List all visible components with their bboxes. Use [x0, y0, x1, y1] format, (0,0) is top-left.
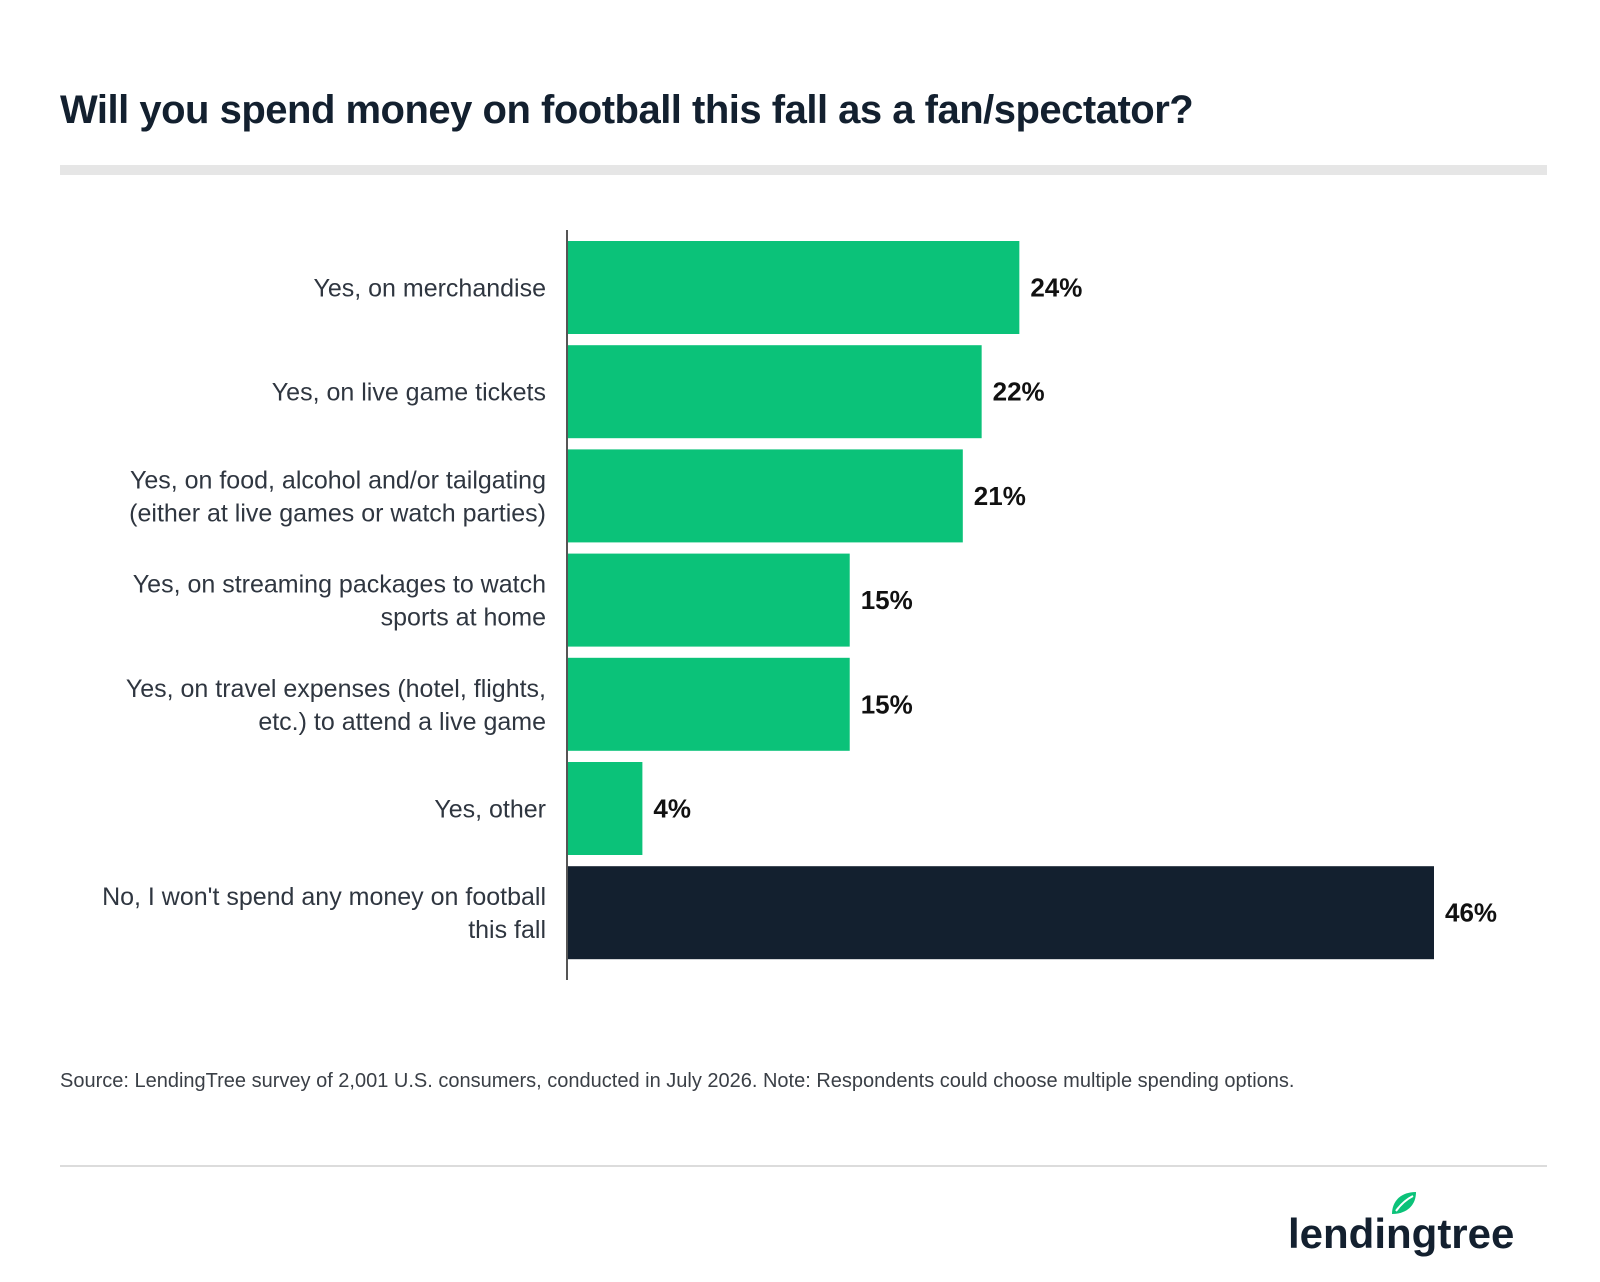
bar-chart: 24% Yes, on merchandise 22% Yes, on live ga… — [102, 230, 1497, 980]
bar — [567, 866, 1434, 960]
value-label: 15% — [861, 689, 913, 719]
bar — [567, 345, 982, 439]
value-label: 46% — [1445, 898, 1497, 928]
lendingtree-logo: lendingtree — [1288, 1192, 1514, 1257]
bar — [567, 657, 850, 751]
category-label: Yes, other — [434, 796, 546, 824]
category-label: No, I won't spend any money on football t… — [102, 883, 546, 944]
bar — [567, 449, 963, 543]
category-label: Yes, on live game tickets — [272, 379, 546, 407]
source-note: Source: LendingTree survey of 2,001 U.S.… — [60, 1070, 1295, 1092]
value-label: 4% — [653, 794, 691, 824]
chart-title: Will you spend money on football this fa… — [60, 88, 1194, 132]
value-label: 15% — [861, 585, 913, 615]
category-label: Yes, on merchandise — [313, 275, 546, 303]
leaf-icon — [1392, 1192, 1416, 1214]
title-divider — [60, 165, 1547, 175]
value-label: 21% — [974, 481, 1026, 511]
value-label: 24% — [1030, 273, 1082, 303]
bar — [567, 553, 850, 647]
category-label: Yes, on travel expenses (hotel, flights,… — [126, 675, 546, 736]
bar — [567, 241, 1020, 334]
bar — [567, 762, 643, 855]
logo-wordmark: lendingtree — [1288, 1210, 1514, 1257]
footer-divider — [60, 1165, 1547, 1167]
category-label: Yes, on food, alcohol and/or tailgating(… — [129, 466, 546, 527]
category-label: Yes, on streaming packages to watch sport… — [133, 571, 546, 632]
value-label: 22% — [993, 377, 1045, 407]
